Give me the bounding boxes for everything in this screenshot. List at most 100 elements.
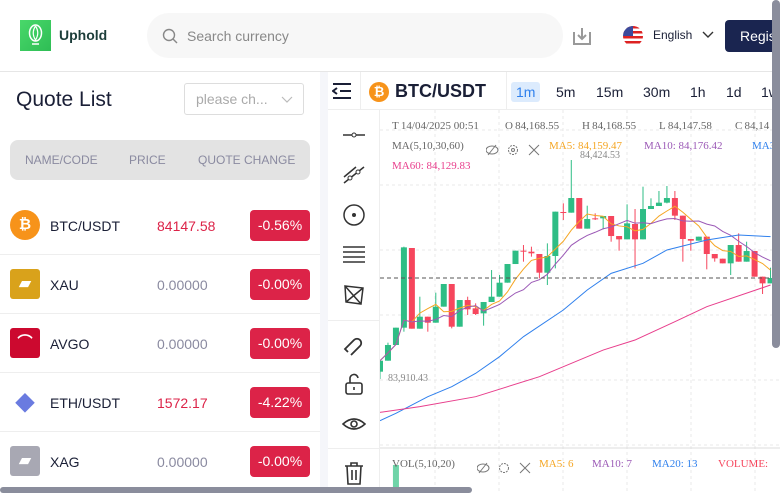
hide-icon[interactable] (477, 462, 490, 474)
candle-body (663, 198, 670, 203)
register-button[interactable]: Regis (725, 20, 780, 52)
quote-row[interactable]: ◆ ETH/USDT 1572.17 -4.22% (0, 373, 320, 432)
candle-body (647, 205, 654, 210)
broadcom-icon: ⌒ (10, 328, 40, 358)
settings-icon[interactable] (499, 463, 509, 473)
quote-price: 1572.17 (157, 395, 208, 411)
search-icon (162, 28, 178, 44)
candle-body (735, 245, 742, 262)
fibonacci-tool-icon[interactable] (342, 243, 366, 267)
candle-body (440, 284, 447, 307)
candle-body (456, 300, 463, 327)
ohlc-low: L 84,147.58 (659, 120, 712, 132)
search-input[interactable] (147, 13, 563, 58)
candle-body (655, 202, 662, 206)
chart-toolbar: ₿ BTC/USDT (328, 72, 780, 110)
high-marker: 84,424.53 (580, 150, 620, 161)
quote-name: ETH/USDT (50, 395, 120, 411)
candle-body (727, 245, 734, 264)
period-tab-15m[interactable]: 15m (596, 84, 624, 100)
candle-body (392, 327, 399, 346)
search-placeholder: Search currency (187, 28, 289, 44)
quote-name: BTC/USDT (50, 218, 120, 234)
horizontal-line-tool-icon[interactable] (342, 123, 366, 147)
quote-row[interactable]: ⌒ AVGO 0.00000 -0.00% (0, 314, 320, 373)
panel-divider[interactable] (320, 72, 328, 493)
candle-body (424, 316, 431, 323)
chart-canvas[interactable] (377, 110, 780, 493)
quote-price: 0.00000 (157, 454, 208, 470)
candlestick-chart[interactable]: T 14/04/2025 00:51 O 84,168.55 H 84,168.… (377, 110, 780, 493)
candle-body (416, 316, 423, 329)
us-flag-icon[interactable] (623, 26, 643, 46)
settings-icon[interactable] (508, 145, 518, 155)
category-select[interactable]: please ch... (184, 83, 304, 115)
close-icon[interactable] (528, 144, 540, 156)
ohlc-close: C 84,14 (735, 120, 770, 132)
quote-row[interactable]: ▰ XAG 0.00000 -0.00% (0, 432, 320, 491)
bitcoin-icon: ₿ (10, 210, 40, 240)
chevron-down-icon (281, 96, 293, 103)
shape-tool-icon[interactable] (342, 283, 366, 307)
hide-icon[interactable] (486, 144, 499, 156)
quote-row[interactable]: ₿ BTC/USDT 84147.58 -0.56% (0, 196, 320, 255)
ohlc-high: H 84,168.55 (582, 120, 637, 132)
candle-body (600, 215, 607, 219)
vol-ma10: MA10: 7 (592, 458, 633, 470)
period-tab-1m[interactable]: 1m (511, 82, 541, 102)
period-tab-1d[interactable]: 1d (726, 84, 742, 100)
candle-body (512, 250, 519, 265)
horizontal-scrollbar[interactable] (0, 487, 472, 493)
vol-ma5: MA5: 6 (539, 458, 574, 470)
quote-change-badge: -0.00% (250, 269, 310, 300)
ohlc-time: T 14/04/2025 00:51 (392, 120, 479, 132)
ma-controls (486, 144, 540, 156)
ma5-line (379, 205, 771, 362)
candle-body (496, 282, 503, 297)
quote-row[interactable]: ▰ XAU 0.00000 -0.00% (0, 255, 320, 314)
quote-change-badge: -0.00% (250, 328, 310, 359)
candle-body (408, 247, 415, 329)
candle-body (632, 224, 639, 240)
candle-body (584, 219, 591, 229)
top-header: Uphold Search currency English Regis (0, 0, 780, 72)
candle-body (576, 198, 583, 229)
eye-icon[interactable] (342, 412, 366, 436)
candle-body (687, 239, 694, 241)
language-selector[interactable]: English (653, 28, 693, 42)
uphold-logo[interactable] (20, 20, 51, 51)
download-icon[interactable] (572, 26, 592, 46)
collapse-menu-icon[interactable] (332, 82, 352, 100)
candle-body (560, 211, 567, 213)
circle-tool-icon[interactable] (342, 203, 366, 227)
magnet-icon[interactable] (342, 332, 366, 356)
vertical-scrollbar[interactable] (772, 0, 780, 348)
close-icon[interactable] (519, 462, 531, 474)
candle-body (544, 256, 551, 273)
quote-price: 0.00000 (157, 336, 208, 352)
candle-body (711, 254, 718, 259)
period-tab-1h[interactable]: 1h (690, 84, 706, 100)
period-tab-5m[interactable]: 5m (556, 84, 576, 100)
quote-name: XAU (50, 277, 79, 293)
candle-body (480, 302, 487, 314)
unlock-icon[interactable] (342, 372, 366, 396)
column-change: QUOTE CHANGE (198, 153, 296, 167)
trash-icon[interactable] (342, 461, 366, 485)
candle-body (528, 251, 535, 254)
quote-change-badge: -0.00% (250, 446, 310, 477)
volume-bar (392, 465, 399, 493)
column-price: PRICE (129, 153, 166, 167)
candle-body (751, 251, 758, 277)
candle-body (679, 215, 686, 240)
candle-body (703, 236, 710, 255)
period-tab-30m[interactable]: 30m (643, 84, 671, 100)
chevron-down-icon[interactable] (702, 31, 714, 39)
candle-body (616, 236, 623, 240)
quote-price: 84147.58 (157, 218, 216, 234)
trend-line-tool-icon[interactable] (342, 163, 366, 187)
brand-name: Uphold (59, 27, 108, 43)
candle-body (520, 250, 527, 252)
volume-value: VOLUME: (718, 458, 769, 470)
ohlc-open: O 84,168.55 (505, 120, 560, 132)
